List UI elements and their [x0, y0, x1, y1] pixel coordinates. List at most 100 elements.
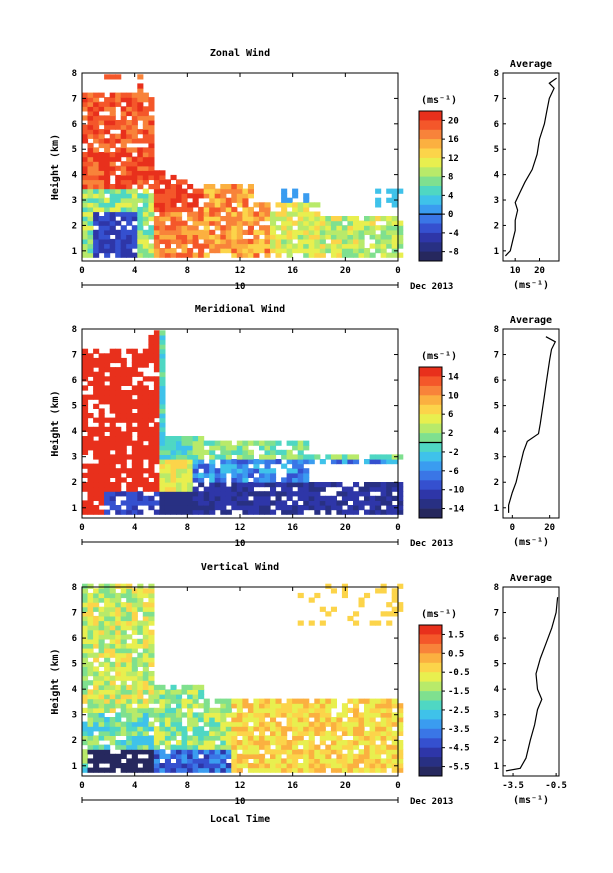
heatmap-cell: [104, 445, 111, 451]
heatmap-cell: [341, 726, 348, 732]
heatmap-cell: [126, 138, 133, 144]
heatmap-cell: [253, 505, 260, 511]
heatmap-cell: [336, 740, 343, 746]
heatmap-cell: [82, 234, 89, 240]
heatmap-cell: [142, 138, 149, 144]
heatmap-cell: [286, 758, 293, 764]
heatmap-cell: [87, 124, 94, 130]
heatmap-cell: [308, 229, 315, 235]
heatmap-cell: [153, 698, 160, 704]
heatmap-cell: [170, 445, 177, 451]
heatmap-cell: [142, 165, 149, 171]
heatmap-cell: [231, 449, 238, 455]
heatmap-cell: [192, 202, 199, 208]
heatmap-cell: [270, 243, 277, 249]
heatmap-cell: [214, 712, 221, 718]
heatmap-cell: [109, 211, 116, 217]
heatmap-cell: [330, 248, 337, 254]
colorbar-swatch: [419, 376, 442, 387]
colorbar-swatch: [419, 167, 442, 178]
heatmap-cell: [98, 206, 105, 213]
heatmap-cell: [231, 459, 238, 465]
heatmap-cell: [391, 193, 398, 199]
heatmap-cell: [336, 220, 343, 226]
heatmap-cell: [319, 698, 326, 704]
heatmap-cell: [115, 408, 122, 414]
heatmap-cell: [104, 179, 111, 185]
heatmap-cell: [264, 252, 271, 258]
heatmap-cell: [270, 459, 277, 465]
heatmap-cell: [231, 243, 238, 249]
heatmap-cell: [375, 509, 382, 515]
heatmap-cell: [391, 220, 398, 226]
heatmap-cell: [126, 491, 133, 497]
heatmap-cell: [214, 454, 221, 460]
heatmap-cell: [220, 767, 227, 773]
heatmap-cell: [104, 726, 111, 732]
heatmap-cell: [286, 454, 293, 460]
heatmap-cell: [82, 106, 89, 112]
heatmap-cell: [159, 422, 166, 428]
y-tick-label: 3: [72, 711, 77, 721]
heatmap-cell: [297, 767, 304, 773]
heatmap-cell: [330, 606, 337, 612]
heatmap-cell: [104, 206, 111, 213]
heatmap-cell: [93, 684, 100, 690]
heatmap-cell: [330, 588, 337, 594]
heatmap-cell: [142, 468, 149, 474]
heatmap-cell: [353, 735, 360, 741]
colorbar-swatch: [419, 451, 442, 462]
heatmap-cell: [236, 188, 243, 194]
heatmap-cell: [253, 753, 260, 759]
heatmap-cell: [159, 339, 166, 345]
heatmap-cell: [98, 509, 105, 515]
heatmap-cell: [93, 403, 100, 409]
heatmap-cell: [358, 698, 365, 704]
heatmap-cell: [142, 216, 149, 222]
heatmap-cell: [203, 505, 210, 511]
heatmap-cell: [98, 606, 105, 612]
heatmap-cell: [137, 225, 144, 231]
heatmap-cells: [82, 583, 404, 773]
heatmap-cell: [259, 763, 266, 769]
heatmap-cell: [375, 500, 382, 506]
heatmap-cell: [131, 744, 138, 750]
heatmap-cell: [126, 602, 133, 608]
heatmap-cell: [341, 459, 348, 465]
heatmap-cell: [120, 170, 127, 176]
heatmap-cell: [336, 248, 343, 254]
heatmap-cell: [242, 482, 249, 488]
heatmap-cell: [131, 216, 138, 222]
y-tick-label: 8: [72, 325, 77, 335]
heatmap-cell: [275, 726, 282, 732]
heatmap-cell: [98, 634, 105, 640]
heatmap-cell: [203, 472, 210, 478]
heatmap-cell: [159, 216, 166, 222]
heatmap-cell: [164, 436, 171, 442]
heatmap-cell: [104, 152, 111, 158]
heatmap-cell: [120, 248, 127, 254]
heatmap-cell: [364, 491, 371, 497]
heatmap-cell: [341, 583, 348, 589]
heatmap-cell: [170, 712, 177, 718]
heatmap-cell: [203, 767, 210, 773]
heatmap-cell: [164, 184, 171, 190]
heatmap-cell: [330, 238, 337, 245]
heatmap-cell: [247, 454, 254, 460]
heatmap-cell: [236, 744, 243, 750]
heatmap-cell: [292, 744, 299, 750]
heatmap-cell: [214, 735, 221, 741]
heatmap-cell: [109, 625, 116, 631]
heatmap-cell: [87, 703, 94, 709]
heatmap-cell: [93, 753, 100, 759]
heatmap-cell: [286, 486, 293, 492]
heatmap-cell: [314, 234, 321, 240]
heatmap-cell: [120, 767, 127, 773]
heatmap-cell: [82, 426, 89, 432]
heatmap-cell: [176, 707, 183, 713]
heatmap-cell: [164, 472, 171, 478]
heatmap-cell: [159, 188, 166, 194]
heatmap-cell: [109, 486, 116, 492]
heatmap-cell: [164, 206, 171, 213]
heatmap-cell: [225, 463, 232, 469]
